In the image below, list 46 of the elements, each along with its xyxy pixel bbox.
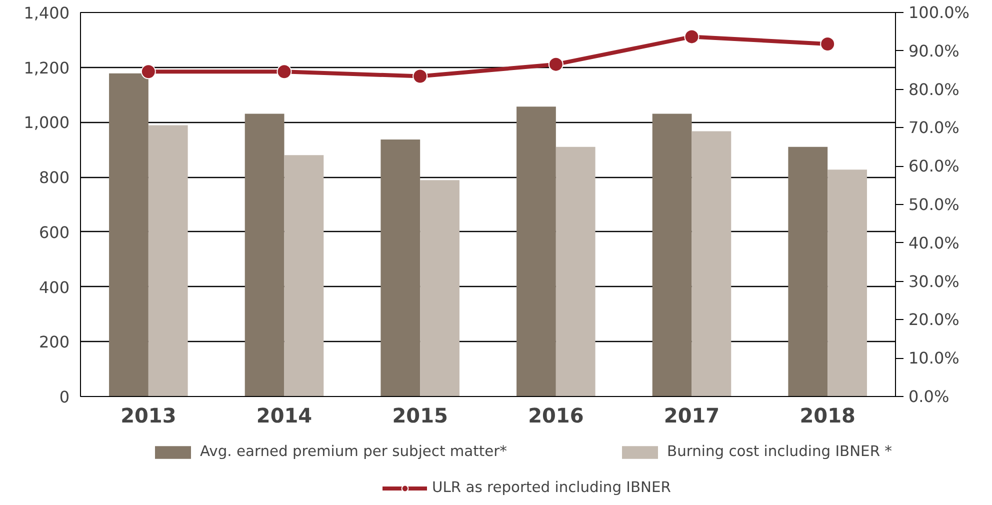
y-tick-label: 600 — [38, 222, 70, 242]
x-tick-label: 2016 — [528, 404, 584, 428]
y2-tick-label: 10.0% — [908, 348, 960, 368]
bar — [828, 170, 867, 396]
bar — [652, 114, 692, 396]
point — [684, 29, 700, 44]
bar — [244, 114, 284, 396]
y-tick-label: 1,400 — [24, 4, 70, 22]
point — [820, 36, 836, 52]
y2-tick-label: 30.0% — [908, 272, 960, 291]
bar — [284, 155, 324, 396]
y-tick-label: 400 — [38, 278, 70, 297]
legend-label: Burning cost including IBNER * — [667, 443, 892, 460]
y2-tick-label: 20.0% — [908, 310, 960, 330]
x-tick-label: 2013 — [120, 404, 176, 428]
bar — [516, 106, 556, 396]
y2-tick-label: 50.0% — [908, 195, 960, 214]
y-tick-label: 200 — [38, 332, 70, 352]
y-tick-label: 0 — [59, 388, 70, 406]
bar — [556, 146, 596, 396]
y2-tick-label: 0.0% — [908, 387, 950, 406]
legend-label: ULR as reported including IBNER — [432, 479, 671, 496]
bar — [692, 131, 732, 396]
y-tick-label: 1,000 — [24, 113, 70, 132]
x-tick-label: 2015 — [392, 404, 448, 428]
y-tick-label: 1,200 — [24, 58, 70, 78]
y2-tick-label: 70.0% — [908, 118, 960, 138]
y2-tick-label: 60.0% — [908, 156, 960, 176]
y2-tick-label: 80.0% — [908, 80, 960, 99]
point — [548, 56, 564, 72]
bar — [380, 139, 420, 396]
y-tick-label: 800 — [38, 168, 70, 188]
legend-label: Avg. earned premium per subject matter* — [200, 443, 508, 460]
y2-tick-label: 90.0% — [908, 41, 960, 60]
y2-tick-label: 40.0% — [908, 233, 960, 252]
bar — [788, 146, 828, 396]
bar — [420, 180, 460, 396]
x-tick-label: 2017 — [664, 404, 720, 428]
bar — [109, 73, 148, 396]
point — [276, 64, 292, 80]
x-tick-label: 2018 — [800, 404, 856, 428]
point — [412, 68, 428, 84]
x-tick-label: 2014 — [256, 404, 312, 428]
y2-tick-label: 100.0% — [908, 3, 970, 22]
point — [140, 64, 156, 80]
bar — [148, 125, 188, 396]
